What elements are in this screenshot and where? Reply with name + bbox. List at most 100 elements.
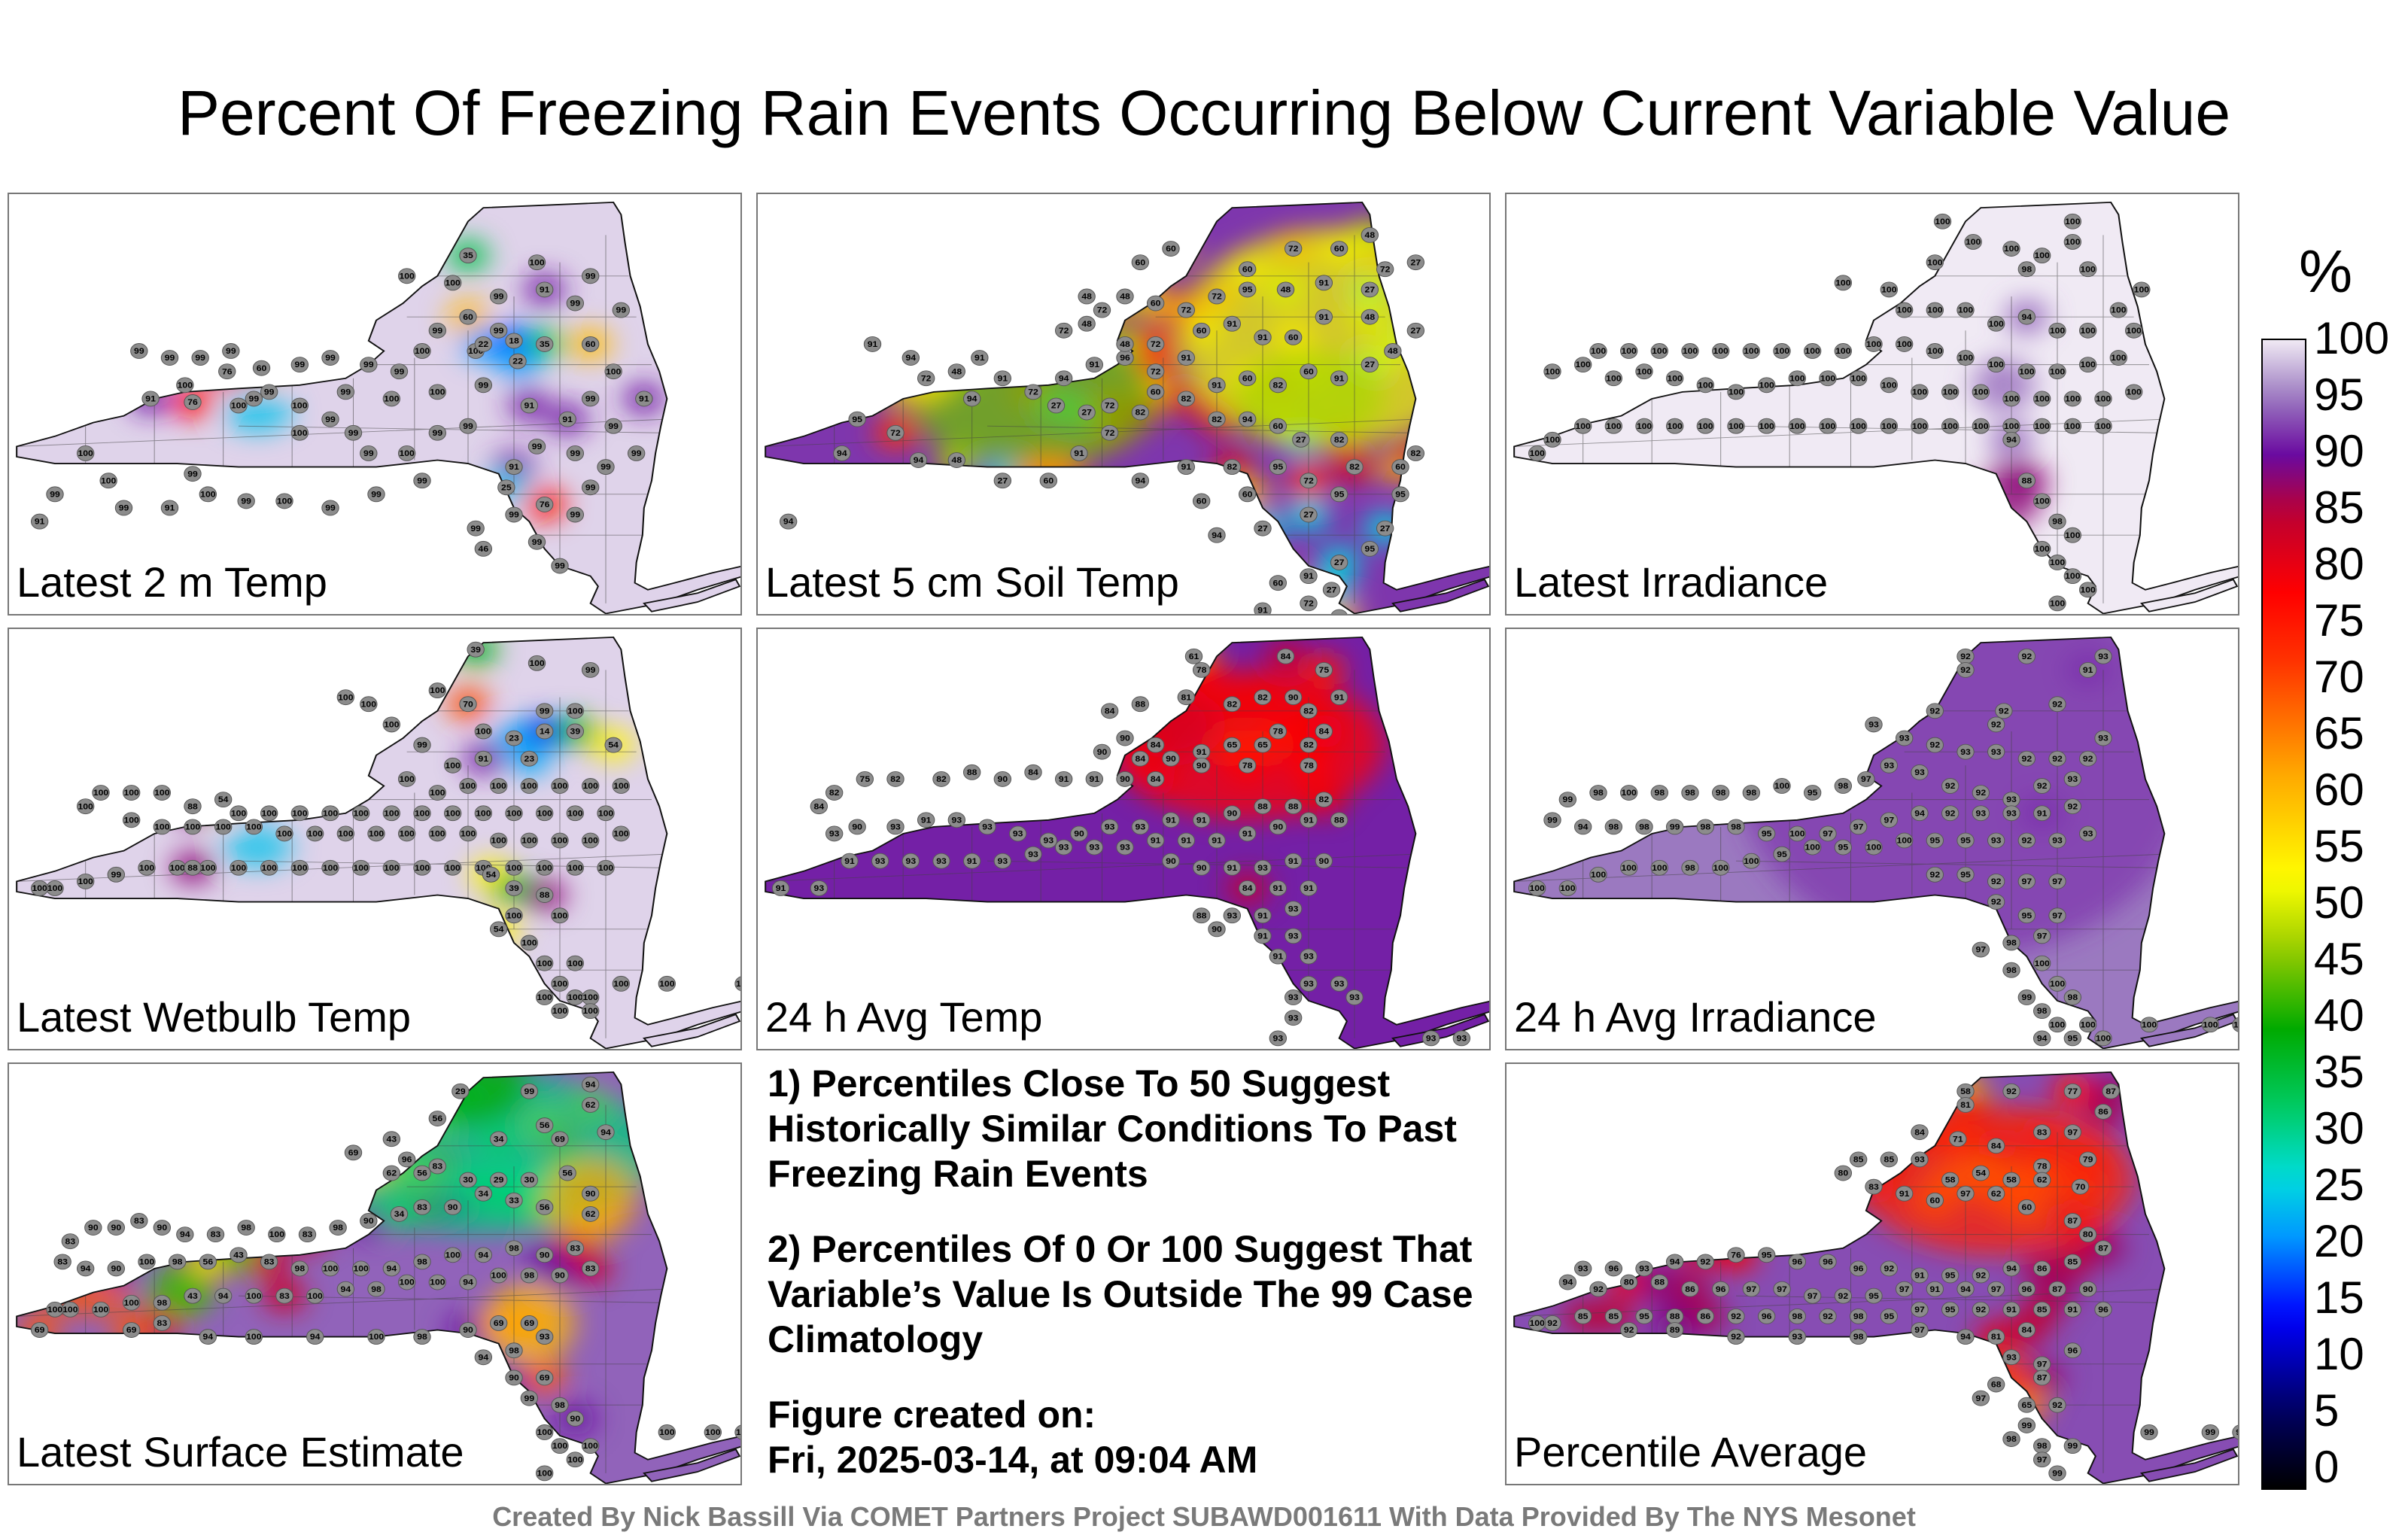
station-value: 91 [540,286,550,294]
station-value: 81 [1181,694,1192,702]
station-marker: 91 [771,880,790,896]
station-marker: 100 [1681,343,1699,359]
station-value: 100 [582,837,597,845]
station-value: 99 [608,422,619,430]
station-marker: 91 [917,812,935,828]
station-marker: 94 [199,1329,217,1345]
station-marker: 27 [1406,322,1425,339]
station-value: 69 [35,1327,45,1335]
station-value: 97 [1808,1292,1818,1300]
station-value: 100 [1866,341,1881,349]
station-marker: 98 [329,1220,347,1236]
station-value: 99 [570,450,581,458]
station-marker: 90 [1269,819,1288,835]
station-marker: 100 [604,363,622,380]
station-marker: 91 [1284,853,1303,869]
station-value: 100 [445,279,460,287]
station-value: 90 [540,1251,550,1260]
station-marker: 98 [1589,785,1607,801]
station-marker: 99 [184,466,202,482]
station-value: 100 [2004,395,2019,403]
station-value: 60 [257,364,267,372]
station-value: 99 [585,484,596,492]
station-marker: 98 [2017,261,2036,278]
station-marker: 100 [505,907,523,924]
station-value: 93 [1059,843,1069,852]
station-marker: 100 [2078,582,2097,598]
station-marker: 34 [489,1131,508,1147]
station-marker: 83 [53,1254,71,1270]
station-value: 97 [1823,830,1833,838]
station-marker: 91 [2033,805,2051,822]
station-value: 100 [1789,375,1804,383]
station-marker: 91 [1330,689,1348,706]
station-marker: 100 [535,989,554,1005]
station-marker: 98 [1650,785,1669,801]
station-marker: 100 [2078,322,2097,339]
station-marker: 71 [1949,1131,1967,1147]
station-value: 90 [363,1217,374,1226]
station-value: 92 [1838,1292,1849,1300]
station-value: 100 [1942,422,1957,430]
station-marker: 84 [1146,737,1165,753]
station-marker: 72 [1100,424,1119,441]
station-marker: 43 [230,1247,248,1263]
station-marker: 93 [1039,832,1058,849]
station-marker: 97 [2017,873,2036,889]
station-marker: 100 [428,1274,447,1290]
station-marker: 30 [520,1172,539,1188]
station-value: 100 [1927,306,1942,315]
station-value: 93 [540,1333,550,1342]
station-marker: 78 [2033,1158,2051,1175]
station-marker: 100 [612,778,631,794]
station-value: 100 [506,810,521,818]
station-marker: 100 [138,1254,156,1270]
station-marker: 88 [962,764,981,780]
station-marker: 95 [1757,825,1776,842]
map-panel: 99 99 99 99 76 60 100 91 76 100 99 99 99 99 99 100 99 100… [8,193,742,616]
station-value: 92 [2052,701,2063,709]
station-marker: 83 [275,1287,293,1304]
station-value: 100 [2080,266,2095,274]
station-value: 99 [363,450,374,458]
station-marker: 91 [1192,812,1211,828]
station-marker: 100 [528,254,546,271]
station-marker: 100 [2133,281,2151,298]
station-value: 100 [2126,388,2141,397]
station-marker: 97 [1803,1287,1822,1304]
station-marker: 90 [1315,853,1333,869]
station-value: 83 [570,1245,581,1253]
station-value: 99 [394,368,405,376]
station-value: 100 [1713,864,1728,872]
station-value: 92 [2022,652,2033,661]
station-marker: 78 [1269,723,1288,740]
station-value: 95 [1884,1313,1895,1321]
station-marker: 100 [551,1438,569,1454]
station-value: 91 [868,341,878,349]
station-value: 27 [1411,259,1421,267]
station-value: 100 [1529,885,1544,893]
station-value: 99 [555,562,565,570]
station-marker: 100 [1880,377,1899,394]
station-value: 85 [1884,1156,1895,1164]
station-marker: 60 [1238,370,1257,387]
station-value: 100 [1621,789,1636,798]
station-marker: 91 [558,411,576,427]
station-value: 56 [203,1258,214,1266]
station-value: 100 [552,1442,567,1451]
station-marker: 100 [566,989,585,1005]
station-marker: 33 [505,1192,523,1208]
station-value: 100 [384,721,399,729]
station-marker: 100 [581,1438,600,1454]
station-value: 100 [1866,843,1881,852]
station-value: 100 [269,1231,284,1239]
station-value: 100 [261,864,276,872]
station-marker: 91 [1238,825,1257,842]
station-marker: 88 [1254,798,1272,815]
station-marker: 90 [848,819,866,835]
station-marker: 100 [505,859,523,876]
station-marker: 100 [535,955,554,971]
